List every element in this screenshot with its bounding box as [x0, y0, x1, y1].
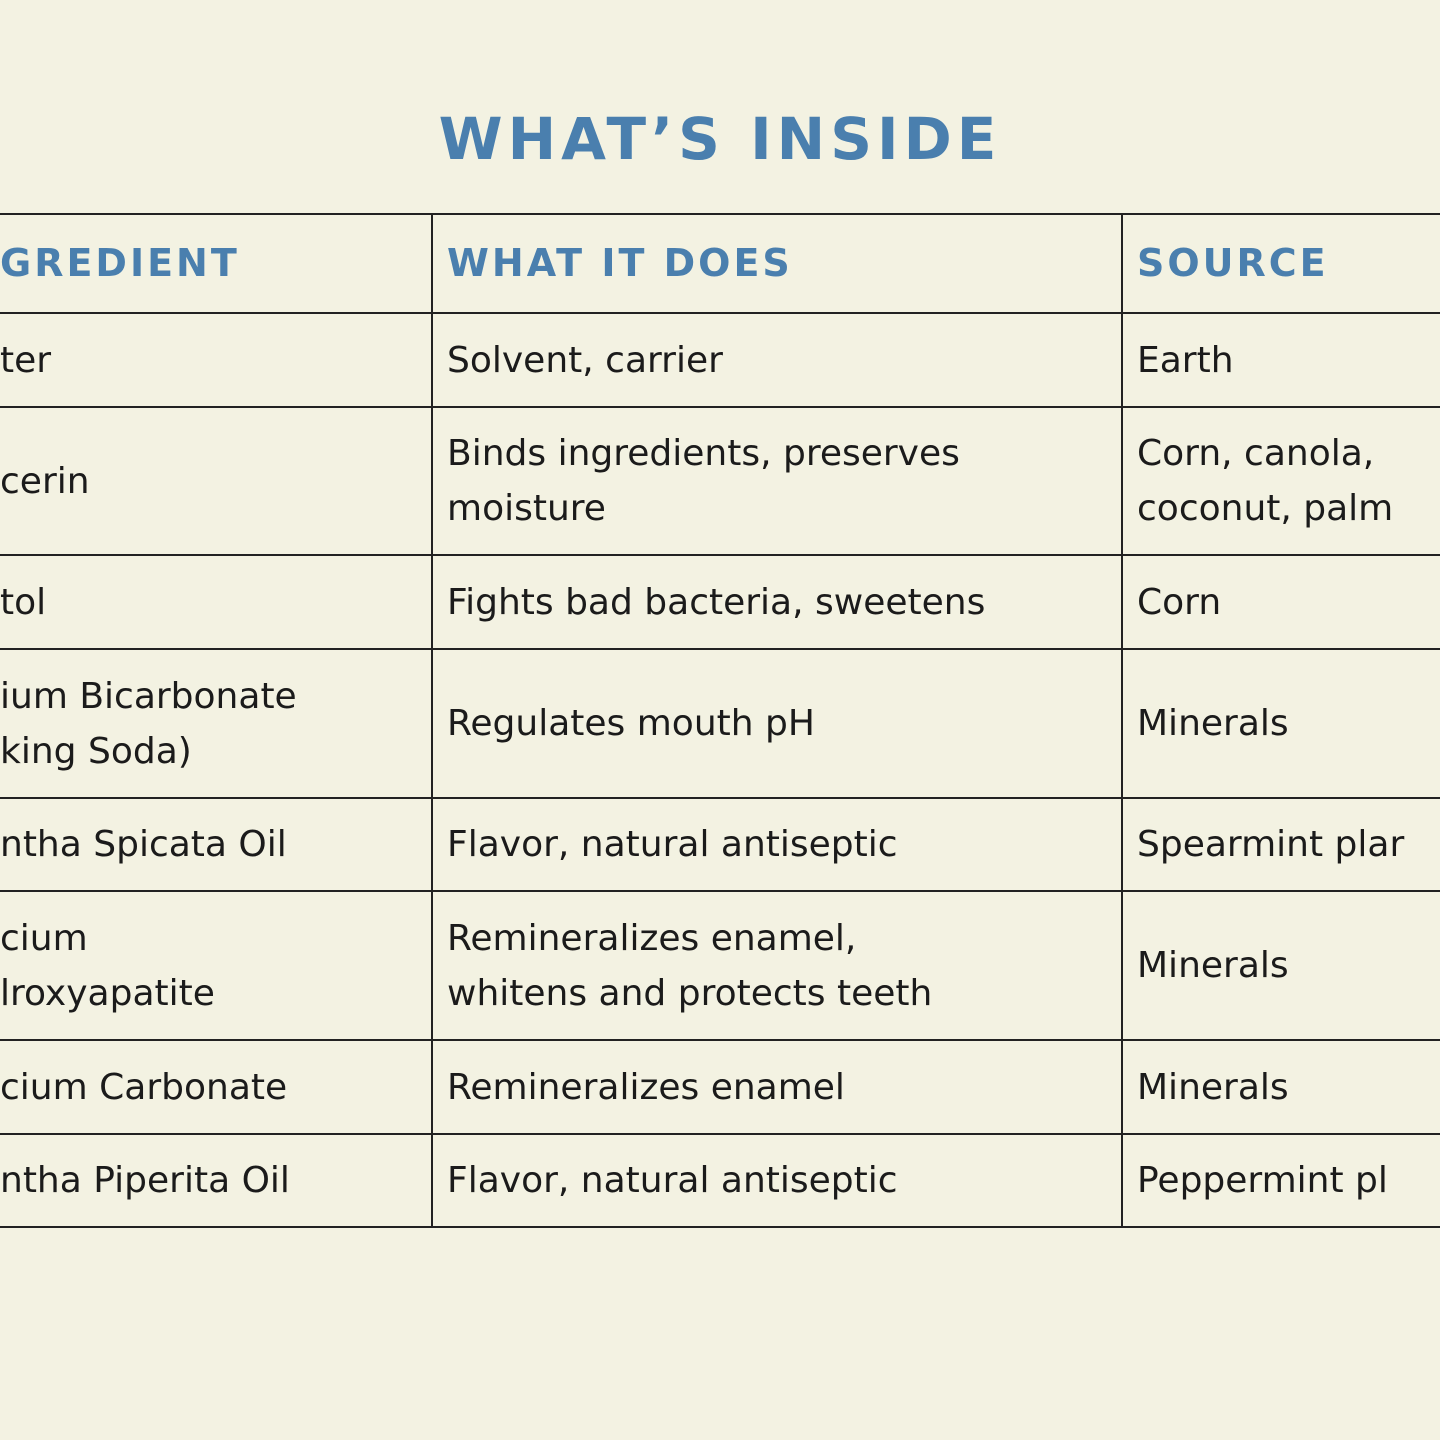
table-cell: cium lroxyapatite: [0, 892, 431, 1039]
table-rule: [0, 213, 1440, 215]
table-cell: Flavor, natural antiseptic: [447, 1135, 1121, 1226]
cell-text: Remineralizes enamel: [447, 1066, 845, 1108]
table-cell: ium Bicarbonate king Soda): [0, 650, 431, 797]
table-rule: [0, 1133, 1440, 1135]
cell-text: coconut, palm: [1137, 488, 1394, 529]
table-cell: Corn, canola, coconut, palm: [1137, 408, 1440, 554]
header-cell: SOURCE: [1137, 213, 1440, 312]
cell-text: Flavor, natural antiseptic: [447, 1160, 898, 1201]
cell-text: Peppermint pl: [1137, 1160, 1388, 1201]
cell-text: ntha Spicata Oil: [0, 824, 287, 865]
cell-text: Regulates mouth pH: [447, 703, 815, 744]
table-rule: [0, 312, 1440, 314]
table-cell: cium Carbonate: [0, 1041, 431, 1133]
table-rule: [0, 648, 1440, 650]
table-cell: Solvent, carrier: [447, 314, 1121, 406]
cell-text: ntha Piperita Oil: [0, 1160, 290, 1201]
cell-text: Earth: [1137, 339, 1234, 381]
header-text: GREDIENT: [0, 240, 240, 285]
cell-text: ter: [0, 339, 52, 381]
table-cell: Peppermint pl: [1137, 1135, 1440, 1226]
table-cell: Flavor, natural antiseptic: [447, 799, 1121, 890]
table-cell: Minerals: [1137, 1041, 1440, 1133]
cell-text: cium Carbonate: [0, 1066, 288, 1108]
table-rule: [0, 554, 1440, 556]
table-cell: cerin: [0, 408, 431, 554]
cell-text: lroxyapatite: [0, 972, 215, 1014]
table-rule: [0, 1226, 1440, 1228]
cell-text: moisture: [447, 488, 606, 529]
cell-text: Minerals: [1137, 1066, 1289, 1108]
title: WHAT’S INSIDE: [438, 105, 1002, 173]
cell-text: ium Bicarbonate: [0, 675, 297, 717]
header-cell: GREDIENT: [0, 213, 431, 312]
table-cell: Spearmint plar: [1137, 799, 1440, 890]
table-cell: Binds ingredients, preserves moisture: [447, 408, 1121, 554]
cell-text: king Soda): [0, 730, 192, 772]
cell-text: cerin: [0, 460, 90, 502]
header-cell: WHAT IT DOES: [447, 213, 1121, 312]
column-rule: [1121, 213, 1123, 1227]
cell-text: whitens and protects teeth: [447, 972, 933, 1014]
table-rule: [0, 890, 1440, 892]
cell-text: cium: [0, 917, 88, 959]
table-cell: Corn: [1137, 556, 1440, 648]
table-cell: Remineralizes enamel, whitens and protect…: [447, 892, 1121, 1039]
table-cell: Regulates mouth pH: [447, 650, 1121, 797]
table-cell: Minerals: [1137, 650, 1440, 797]
table-cell: ntha Spicata Oil: [0, 799, 431, 890]
table-cell: Earth: [1137, 314, 1440, 406]
table-rule: [0, 406, 1440, 408]
cell-text: tol: [0, 581, 47, 623]
cell-text: Minerals: [1137, 703, 1289, 744]
cell-text: Corn: [1137, 581, 1222, 623]
cell-text: Remineralizes enamel,: [447, 917, 857, 959]
column-rule: [431, 213, 433, 1227]
table-cell: Remineralizes enamel: [447, 1041, 1121, 1133]
cell-text: Spearmint plar: [1137, 824, 1405, 865]
header-text: WHAT IT DOES: [447, 240, 793, 285]
cell-text: Flavor, natural antiseptic: [447, 824, 898, 865]
table-rule: [0, 1039, 1440, 1041]
cell-text: Solvent, carrier: [447, 339, 723, 381]
table-cell: Minerals: [1137, 892, 1440, 1039]
cell-text: Fights bad bacteria, sweetens: [447, 581, 986, 623]
table-cell: ter: [0, 314, 431, 406]
cell-text: Corn, canola,: [1137, 433, 1375, 474]
header-text: SOURCE: [1137, 240, 1329, 285]
table-rule: [0, 797, 1440, 799]
table-cell: ntha Piperita Oil: [0, 1135, 431, 1226]
table-cell: tol: [0, 556, 431, 648]
cell-text: Binds ingredients, preserves: [447, 433, 960, 474]
cell-text: Minerals: [1137, 945, 1289, 986]
table-cell: Fights bad bacteria, sweetens: [447, 556, 1121, 648]
